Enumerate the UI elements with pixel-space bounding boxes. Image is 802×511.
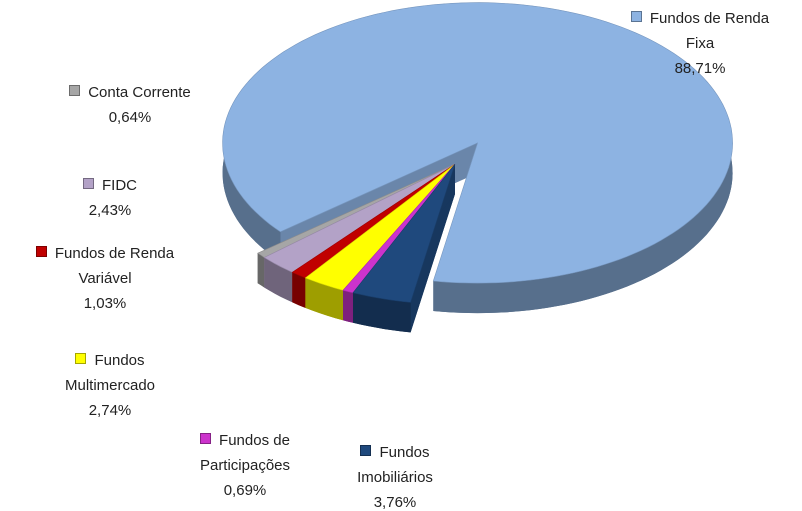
slice <box>304 163 456 291</box>
legend-swatch <box>200 433 212 444</box>
legend-swatch <box>69 85 81 96</box>
data-label: Conta Corrente 0,64% <box>40 80 220 130</box>
value-label: 1,03% <box>83 295 127 312</box>
value-label: 2,74% <box>88 402 132 419</box>
slice-rim <box>264 257 293 303</box>
slice-rim <box>343 290 353 323</box>
data-label: Fundos de Renda Variável 1,03% <box>15 241 195 316</box>
value-label: 88,71% <box>674 60 726 77</box>
slice <box>222 2 733 284</box>
data-label: Fundos Multimercado 2,74% <box>45 348 175 423</box>
slice-rim <box>353 292 411 333</box>
slice-rim <box>257 253 265 288</box>
value-label: 3,76% <box>373 494 417 511</box>
value-label: 0,69% <box>223 482 267 499</box>
category-label: Fundos de Participações <box>199 432 291 474</box>
category-label: Fundos de Renda Variável <box>54 245 175 287</box>
data-label: Fundos de Participações 0,69% <box>185 428 305 503</box>
legend-swatch <box>35 246 47 257</box>
data-label: Fundos Imobiliários 3,76% <box>340 440 450 511</box>
slice-rim <box>305 277 343 321</box>
legend-swatch <box>360 445 372 456</box>
legend-swatch <box>630 11 642 22</box>
slice <box>352 164 456 303</box>
legend-swatch <box>75 353 87 364</box>
slice-rim <box>292 272 306 308</box>
category-label: Fundos Imobiliários <box>357 444 433 486</box>
category-label: Fundos Multimercado <box>64 352 156 394</box>
value-label: 0,64% <box>108 109 152 126</box>
category-label: Conta Corrente <box>88 84 191 101</box>
value-label: 2,43% <box>88 202 132 219</box>
category-label: FIDC <box>102 177 137 194</box>
data-label: FIDC 2,43% <box>50 173 170 223</box>
slice <box>263 163 456 273</box>
legend-swatch <box>83 178 94 189</box>
data-label: Fundos de Renda Fixa 88,71% <box>620 6 780 81</box>
category-label: Fundos de Renda Fixa <box>649 10 770 52</box>
